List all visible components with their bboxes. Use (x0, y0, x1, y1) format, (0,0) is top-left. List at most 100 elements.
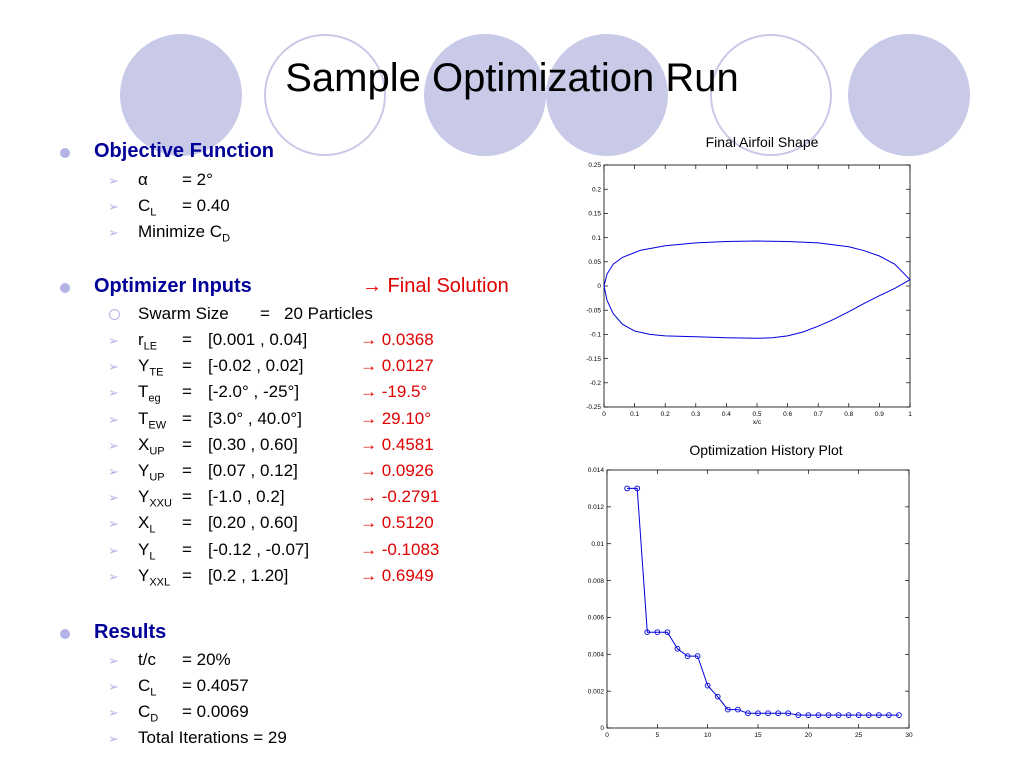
data-point (775, 710, 781, 717)
x-tick-label: 20 (805, 732, 813, 739)
x-tick-label: 0.5 (752, 411, 761, 418)
data-point (644, 629, 651, 636)
arrow-bullet-icon: ➢ (108, 542, 119, 558)
x-tick-label: 0.9 (875, 411, 884, 418)
decor-ring-2 (710, 34, 832, 156)
data-point (875, 712, 882, 718)
y-tick-label: 0.006 (588, 615, 605, 622)
decor-ring-1 (264, 34, 386, 156)
y-tick-label: 0.004 (588, 651, 605, 658)
arrow-bullet-icon: ➢ (108, 464, 119, 479)
y-tick-label: 0.25 (588, 162, 601, 169)
y-tick-label: -0.05 (586, 307, 601, 314)
plot-frame (606, 469, 910, 729)
y-tick-label: 0 (600, 725, 604, 732)
y-tick-label: -0.1 (590, 332, 602, 339)
bullet-dot-icon (60, 629, 70, 639)
y-tick-label: 0.2 (592, 186, 601, 193)
x-tick-label: 0.3 (691, 411, 700, 418)
arrow-bullet-icon: ➢ (108, 359, 119, 375)
data-point (714, 693, 721, 700)
x-tick-label: 5 (656, 732, 660, 739)
data-point (724, 706, 731, 713)
arrow-bullet-icon: ➢ (108, 705, 119, 720)
y-tick-label: -0.25 (586, 404, 601, 411)
data-point (835, 712, 842, 718)
decor-circle-1 (120, 34, 242, 156)
data-point (845, 712, 852, 718)
data-point (735, 706, 741, 713)
x-tick-label: 0.8 (844, 411, 853, 418)
results-heading-label: Results (94, 621, 167, 643)
y-tick-label: 0.012 (588, 504, 605, 511)
decor-circle-4 (848, 34, 970, 156)
y-tick-label: 0.014 (588, 467, 605, 474)
data-point (805, 712, 812, 718)
y-tick-label: 0.01 (591, 541, 604, 548)
arrow-bullet-icon: ➢ (108, 653, 119, 668)
y-tick-label: 0.1 (592, 235, 601, 242)
bullet-dot-icon (60, 283, 70, 293)
x-tick-label: 0 (605, 732, 609, 739)
data-point (674, 645, 681, 652)
data-point (785, 710, 792, 717)
ring-bullet-icon (109, 309, 120, 320)
data-point (694, 653, 701, 659)
series-line (627, 487, 899, 716)
y-tick-label: 0.15 (588, 211, 601, 218)
optimization-history-chart: 0 5 10 15 20 25 30 0.014 0.012 0.01 0.008 0.006 0.00… (588, 467, 913, 739)
airfoil-shape-chart: 0 0.1 0.2 0.3 0.4 0.5 0.6 0.7 0.8 0.9 1 0.25 0.2 0.15… (586, 162, 912, 426)
arrow-bullet-icon: ➢ (108, 679, 119, 694)
slide-title: Sample Optimization Run (285, 56, 739, 100)
arrow-bullet-icon: ➢ (108, 731, 119, 746)
arrow-bullet-icon: ➢ (108, 199, 119, 214)
y-tick-label: 0.05 (588, 259, 601, 266)
decor-circle-3 (546, 34, 668, 156)
arrow-bullet-icon: ➢ (108, 411, 119, 427)
data-point (654, 629, 661, 636)
data-point (684, 653, 691, 659)
y-tick-label: -0.15 (586, 356, 601, 363)
x-tick-label: 1 (908, 411, 912, 418)
data-point (886, 712, 892, 718)
x-axis-label: x/c (753, 419, 762, 426)
y-tick-label: 0 (597, 283, 601, 290)
history-chart-title: Optimization History Plot (689, 442, 843, 458)
x-tick-label: 0.1 (630, 411, 639, 418)
airfoil-chart-title: Final Airfoil Shape (705, 134, 819, 150)
arrow-bullet-icon: ➢ (108, 437, 119, 453)
x-tick-label: 30 (905, 732, 913, 739)
data-point (855, 712, 862, 718)
x-tick-label: 0.4 (722, 411, 731, 418)
arrow-bullet-icon: ➢ (108, 173, 119, 188)
series-line (603, 240, 911, 287)
x-tick-label: 10 (704, 732, 712, 739)
y-tick-label: 0.008 (588, 578, 605, 585)
x-tick-label: 0 (602, 411, 606, 418)
data-point (896, 712, 902, 718)
x-tick-label: 0.2 (661, 411, 670, 418)
x-tick-label: 25 (855, 732, 863, 739)
bullet-dot-icon (60, 148, 70, 158)
final-solution-label: → Final Solution (362, 275, 509, 297)
data-point (825, 712, 832, 718)
objective-heading-label: Objective Function (94, 140, 275, 162)
data-point (755, 710, 761, 717)
arrow-bullet-icon: ➢ (108, 385, 119, 401)
arrow-bullet-icon: ➢ (108, 516, 119, 532)
decor-circle-2 (424, 34, 546, 156)
data-point (664, 629, 671, 636)
data-point (815, 712, 822, 718)
arrow-bullet-icon: ➢ (108, 490, 119, 506)
data-point (745, 710, 751, 717)
x-tick-label: 0.6 (783, 411, 792, 418)
data-point (765, 710, 771, 717)
data-point (624, 485, 630, 492)
x-tick-label: 0.7 (814, 411, 823, 418)
plot-frame (603, 164, 911, 408)
arrow-bullet-icon: ➢ (108, 333, 119, 348)
optimizer-heading-label: Optimizer Inputs (94, 275, 252, 297)
data-point (704, 682, 711, 689)
data-point (795, 712, 802, 718)
data-point (634, 485, 641, 492)
